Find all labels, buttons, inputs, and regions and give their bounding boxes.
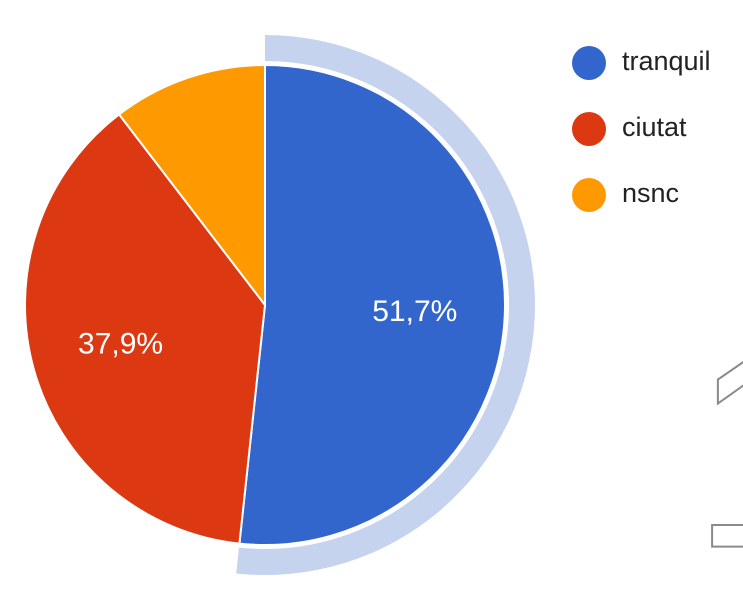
legend-swatch — [572, 178, 606, 212]
legend-label: tranquil — [622, 46, 711, 76]
slice-label: 37,9% — [78, 327, 163, 360]
legend-label: nsnc — [622, 178, 679, 208]
slice — [117, 63, 266, 308]
slice — [24, 113, 267, 545]
legend-swatch — [572, 112, 606, 146]
legend-label: ciutat — [622, 112, 687, 142]
legend-swatch — [572, 46, 606, 80]
slice-label: 51,7% — [372, 295, 457, 328]
annotation: 1 — [690, 285, 743, 591]
slice — [238, 63, 506, 546]
